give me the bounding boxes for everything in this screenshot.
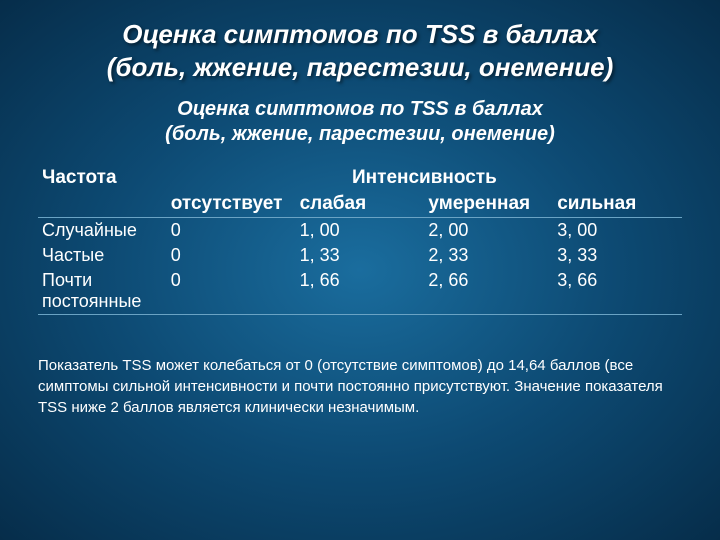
cell: 2, 00	[424, 218, 553, 243]
cell: 0	[167, 243, 296, 268]
col-group-header: Интенсивность	[167, 165, 682, 191]
table-header-row-1: Частота Интенсивность	[38, 165, 682, 191]
slide-container: Оценка симптомов по TSS в баллах (боль, …	[0, 0, 720, 438]
cell: 3, 66	[553, 268, 682, 315]
table-separator	[38, 315, 682, 316]
title-line-2: (боль, жжение, парестезии, онемение)	[107, 52, 614, 82]
intensity-level-0: отсутствует	[167, 191, 296, 218]
cell: 0	[167, 218, 296, 243]
intensity-level-3: сильная	[553, 191, 682, 218]
sub-title: Оценка симптомов по TSS в баллах (боль, …	[38, 97, 682, 147]
table-row: Почти постоянные 0 1, 66 2, 66 3, 66	[38, 268, 682, 315]
row-label: Случайные	[38, 218, 167, 243]
cell: 1, 33	[296, 243, 425, 268]
cell: 2, 66	[424, 268, 553, 315]
tss-score-table: Частота Интенсивность отсутствует слабая…	[38, 165, 682, 315]
title-line-1: Оценка симптомов по TSS в баллах	[122, 19, 597, 49]
intensity-level-1: слабая	[296, 191, 425, 218]
subtitle-line-2: (боль, жжение, парестезии, онемение)	[165, 123, 555, 145]
row-label: Почти постоянные	[38, 268, 167, 315]
cell: 2, 33	[424, 243, 553, 268]
intensity-level-2: умеренная	[424, 191, 553, 218]
row-header-label: Частота	[38, 165, 167, 191]
table-row: Случайные 0 1, 00 2, 00 3, 00	[38, 218, 682, 243]
cell: 0	[167, 268, 296, 315]
main-title: Оценка симптомов по TSS в баллах (боль, …	[38, 18, 682, 83]
table-row: Частые 0 1, 33 2, 33 3, 33	[38, 243, 682, 268]
row-label: Частые	[38, 243, 167, 268]
cell: 3, 33	[553, 243, 682, 268]
empty-header-cell	[38, 191, 167, 218]
cell: 1, 00	[296, 218, 425, 243]
footer-note: Показатель TSS может колебаться от 0 (от…	[38, 355, 682, 418]
cell: 1, 66	[296, 268, 425, 315]
subtitle-line-1: Оценка симптомов по TSS в баллах	[177, 98, 543, 120]
table-header-row-2: отсутствует слабая умеренная сильная	[38, 191, 682, 218]
cell: 3, 00	[553, 218, 682, 243]
